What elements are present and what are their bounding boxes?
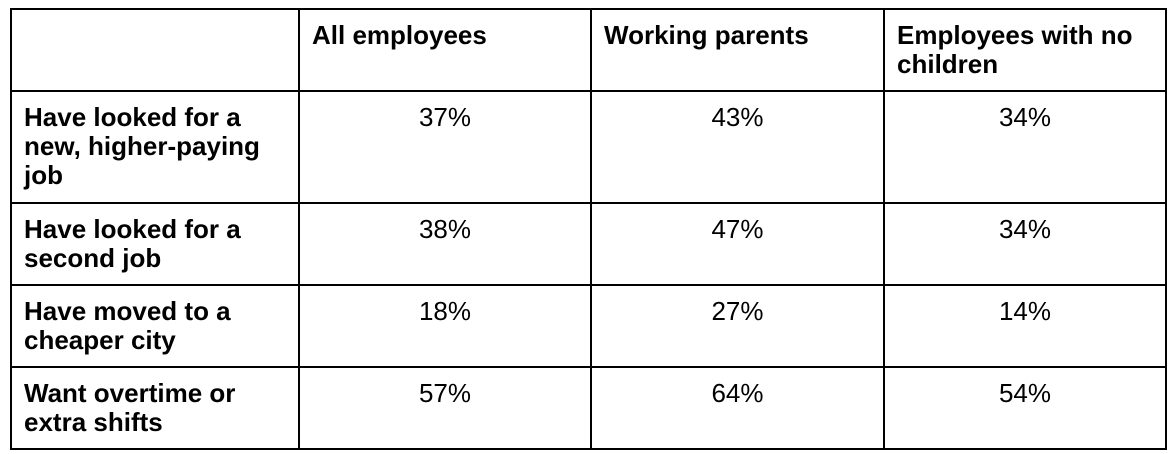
table-cell: 54% <box>883 366 1167 450</box>
row-label: Want overtime or extra shifts <box>10 366 300 450</box>
table-cell: 18% <box>298 284 592 368</box>
table-row: Want overtime or extra shifts 57% 64% 54… <box>10 366 1167 450</box>
table-cell: 38% <box>298 202 592 286</box>
table-header-row: All employees Working parents Employees … <box>10 8 1167 92</box>
row-label: Have looked for a second job <box>10 202 300 286</box>
table-cell: 57% <box>298 366 592 450</box>
table-cell: 27% <box>590 284 885 368</box>
table-cell: 47% <box>590 202 885 286</box>
table-cell: 37% <box>298 90 592 204</box>
row-label: Have looked for a new, higher-paying job <box>10 90 300 204</box>
table-cell: 43% <box>590 90 885 204</box>
table-cell: 14% <box>883 284 1167 368</box>
corner-cell <box>10 8 300 92</box>
table-cell: 64% <box>590 366 885 450</box>
column-header-working-parents: Working parents <box>590 8 885 92</box>
table-row: Have moved to a cheaper city 18% 27% 14% <box>10 284 1167 368</box>
row-label: Have moved to a cheaper city <box>10 284 300 368</box>
table-row: Have looked for a second job 38% 47% 34% <box>10 202 1167 286</box>
table-row: Have looked for a new, higher-paying job… <box>10 90 1167 204</box>
table-cell: 34% <box>883 202 1167 286</box>
column-header-employees-no-children: Employees with no children <box>883 8 1167 92</box>
column-header-all-employees: All employees <box>298 8 592 92</box>
employee-survey-table: All employees Working parents Employees … <box>10 8 1167 450</box>
table-cell: 34% <box>883 90 1167 204</box>
